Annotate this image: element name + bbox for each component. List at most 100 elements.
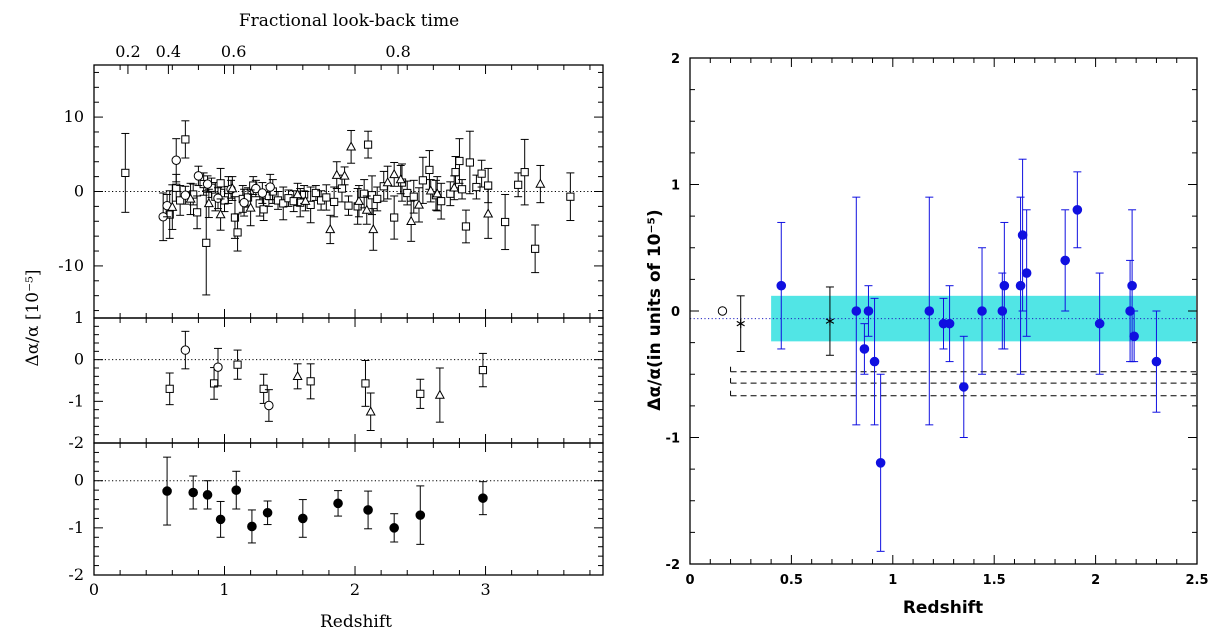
top-axis-tick-label: 0.6 xyxy=(221,42,246,61)
data-point-triangle xyxy=(300,195,311,205)
data-point-filled-circle xyxy=(851,306,862,316)
data-point-filled-circle xyxy=(997,306,1008,316)
data-point-filled-circle xyxy=(875,457,886,468)
data-point-square xyxy=(451,168,460,177)
data-point-square xyxy=(457,185,467,194)
data-point-filled-circle xyxy=(415,510,426,520)
y-tick-label: -10 xyxy=(58,256,84,275)
data-point-square xyxy=(455,156,464,166)
data-point-square xyxy=(461,222,471,231)
data-point-open-circle xyxy=(251,183,261,194)
data-point-square xyxy=(361,379,370,388)
data-point-filled-circle xyxy=(1021,268,1032,278)
data-point-triangle xyxy=(434,389,445,399)
data-point-triangle xyxy=(245,202,256,212)
data-point-filled-circle xyxy=(478,493,488,503)
panel-left-bottom: -2 -1 0 0 1 2 3 xyxy=(68,442,604,599)
data-point-filled-circle xyxy=(202,490,213,500)
x-axis-title-left: Redshift xyxy=(320,612,392,632)
data-point-square xyxy=(202,238,211,247)
data-point-filled-circle xyxy=(944,318,955,329)
data-point-filled-circle xyxy=(389,523,399,533)
data-point-square xyxy=(416,389,425,398)
data-point-open-circle xyxy=(265,182,275,192)
data-point-filled-circle xyxy=(1151,356,1162,367)
x-tick-label: 0.5 xyxy=(780,573,803,588)
top-axis-tick-label: 0.2 xyxy=(115,42,140,61)
y-tick-label: -2 xyxy=(68,433,84,452)
data-point-square xyxy=(373,194,382,204)
data-point-triangle xyxy=(425,185,436,195)
y-tick-label: -1 xyxy=(666,432,680,447)
data-point-triangle xyxy=(449,182,460,192)
data-point-filled-circle xyxy=(859,344,870,354)
data-point-triangle xyxy=(535,178,546,188)
panel-frame xyxy=(93,442,604,576)
y-axis-title-left: Δα/α [10⁻⁵] xyxy=(23,269,43,366)
data-point-triangle xyxy=(167,201,178,211)
data-point-open-circle xyxy=(180,190,191,200)
data-point-open-circle xyxy=(193,171,204,181)
data-point-filled-circle xyxy=(262,507,273,518)
data-point-square xyxy=(484,181,493,190)
data-point-filled-circle xyxy=(977,306,987,316)
y-tick-label: 10 xyxy=(64,107,84,126)
y-tick-label: 0 xyxy=(74,350,84,369)
data-point-square xyxy=(344,201,353,210)
data-point-square xyxy=(311,188,320,198)
data-point-square xyxy=(477,169,486,178)
y-tick-label: 1 xyxy=(74,308,84,327)
data-point-triangle xyxy=(227,182,238,193)
data-point-open-circle xyxy=(257,188,268,198)
panel-left-top: -10 0 10 0.2 0.4 0.6 0.8 xyxy=(58,42,604,319)
data-point-open-circle xyxy=(213,362,223,372)
data-point-triangle xyxy=(389,168,400,179)
data-point-filled-circle xyxy=(958,382,969,392)
data-point-square xyxy=(181,135,190,144)
data-point-filled-circle xyxy=(1129,331,1139,342)
data-point-triangle xyxy=(406,215,417,225)
data-point-square xyxy=(193,208,202,217)
data-point-square xyxy=(501,217,510,227)
data-point-square xyxy=(233,360,242,369)
data-point-square xyxy=(465,158,474,167)
data-point-triangle xyxy=(185,193,196,203)
y-tick-label: 1 xyxy=(671,179,680,194)
data-point-square xyxy=(520,168,529,177)
data-point-square xyxy=(216,179,225,188)
x-axis-title-right: Redshift xyxy=(903,598,983,618)
x-tick-label: 1 xyxy=(888,573,897,588)
panel-frame xyxy=(93,317,604,444)
data-point-triangle xyxy=(331,169,342,179)
data-point-square xyxy=(330,197,339,207)
data-point-square xyxy=(121,168,130,177)
data-point-triangle xyxy=(215,209,226,219)
x-tick-label: 1 xyxy=(219,580,229,599)
data-point-filled-circle xyxy=(188,487,198,498)
data-point-triangle xyxy=(325,223,336,234)
data-point-triangle xyxy=(292,370,303,381)
data-point-filled-circle xyxy=(863,306,874,316)
data-point-triangle xyxy=(339,170,350,180)
data-point-star xyxy=(736,319,745,329)
data-point-square xyxy=(437,197,446,206)
y-tick-label: 0 xyxy=(74,182,84,201)
y-tick-label: -2 xyxy=(666,558,680,573)
y-tick-label: -1 xyxy=(68,391,84,410)
data-point-square xyxy=(322,193,331,202)
data-point-open-circle xyxy=(264,400,274,411)
data-point-filled-circle xyxy=(999,280,1010,291)
y-tick-label: 2 xyxy=(671,52,680,67)
data-point-triangle xyxy=(413,199,425,209)
data-point-triangle xyxy=(365,406,376,416)
top-axis-tick-label: 0.8 xyxy=(385,42,410,61)
data-point-star xyxy=(825,316,835,326)
data-point-square xyxy=(390,213,399,222)
data-point-square xyxy=(306,377,315,386)
data-point-square xyxy=(531,244,540,253)
data-point-square xyxy=(566,192,575,201)
data-point-filled-circle xyxy=(924,306,935,316)
panel-left-middle: -2 -1 0 1 xyxy=(68,308,604,452)
data-point-open-circle xyxy=(213,193,223,203)
data-point-square xyxy=(478,365,488,375)
